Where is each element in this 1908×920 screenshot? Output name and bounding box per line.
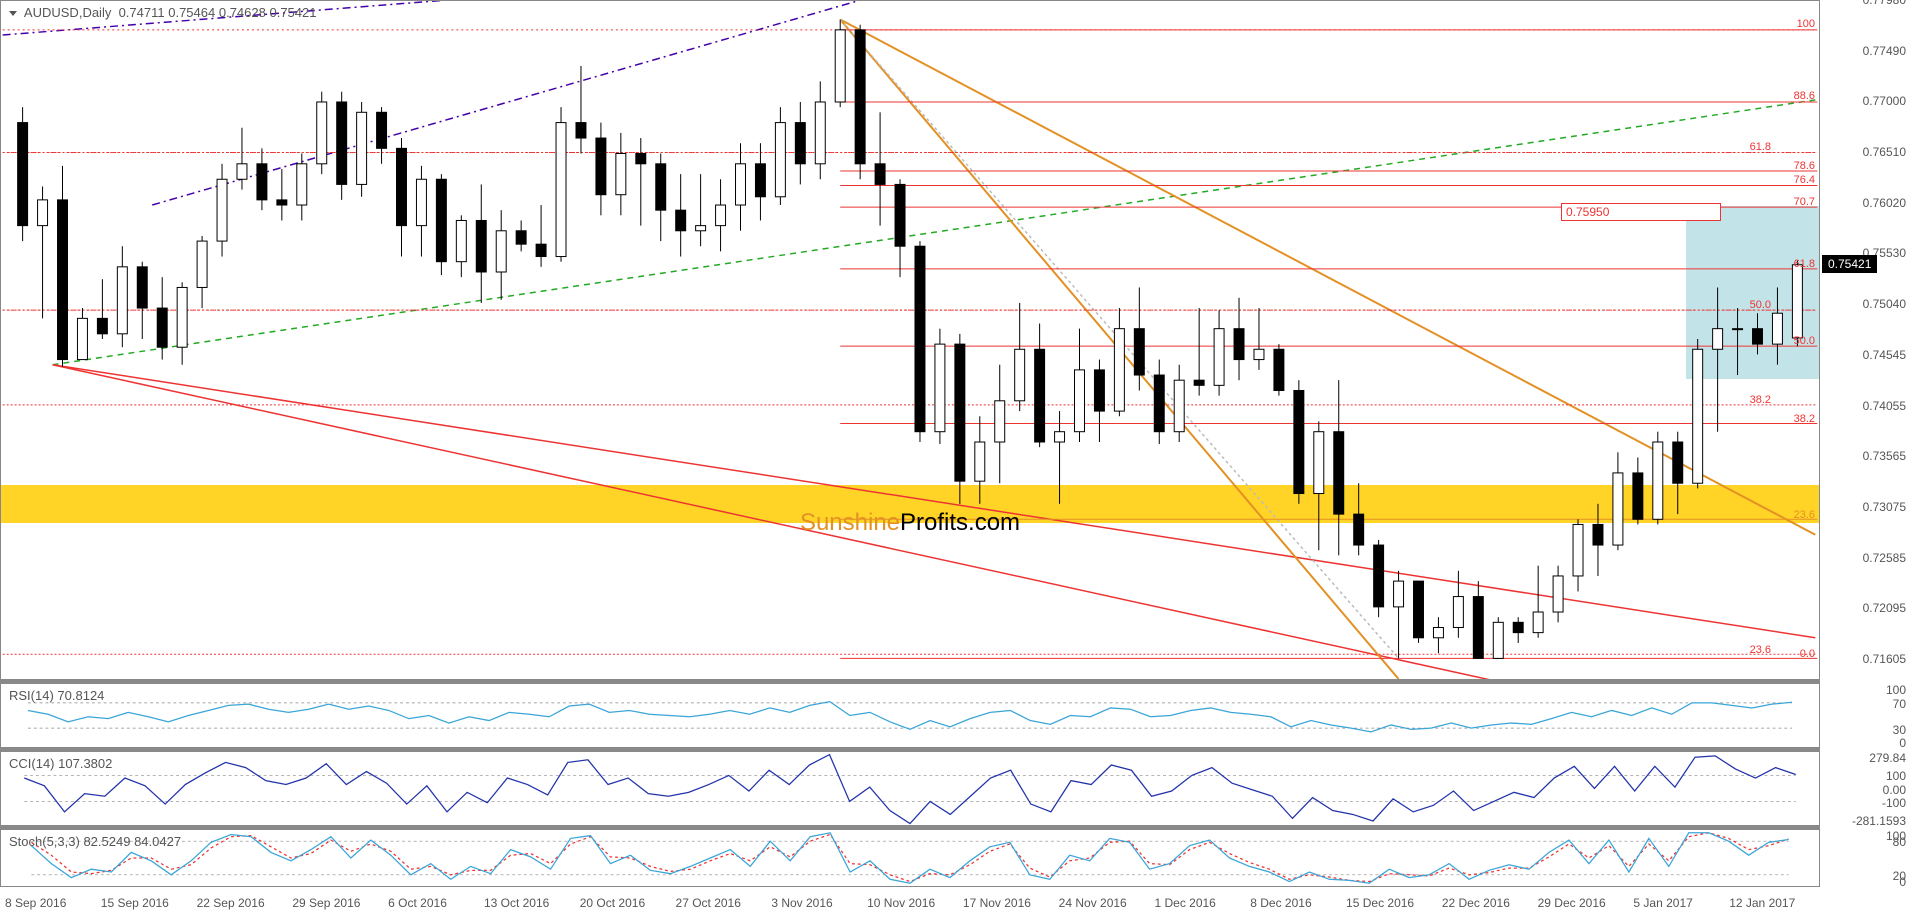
rsi-axis: 10070 300 xyxy=(1820,683,1908,748)
date-tick: 10 Nov 2016 xyxy=(867,896,935,910)
date-tick: 20 Oct 2016 xyxy=(580,896,645,910)
date-tick: 15 Sep 2016 xyxy=(101,896,169,910)
chart-title: AUDUSD,Daily 0.74711 0.75464 0.74628 0.7… xyxy=(9,5,316,20)
date-tick: 1 Dec 2016 xyxy=(1154,896,1215,910)
panel-separator[interactable] xyxy=(0,826,1820,829)
fib-level-label: 88.6 xyxy=(1794,90,1815,102)
date-tick: 29 Dec 2016 xyxy=(1538,896,1606,910)
stoch-label: Stoch(5,3,3) xyxy=(9,834,80,849)
price-tick: 0.76020 xyxy=(1863,196,1906,210)
price-tick: 0.72095 xyxy=(1863,601,1906,615)
cci-value: 107.3802 xyxy=(58,756,112,771)
rsi-panel[interactable]: RSI(14) 70.8124 xyxy=(0,683,1820,748)
price-tick: 0.76510 xyxy=(1863,145,1906,159)
fib-level-label: 70.7 xyxy=(1794,196,1815,208)
price-tick: 0.74055 xyxy=(1863,399,1906,413)
dropdown-icon[interactable] xyxy=(9,11,17,16)
candlesticks xyxy=(1,1,1819,679)
stoch-lines xyxy=(1,830,1819,886)
fib-level-label: 38.2 xyxy=(1750,394,1771,406)
ohlc-low: 0.74628 xyxy=(219,5,266,20)
price-tick: 0.73565 xyxy=(1863,449,1906,463)
date-tick: 22 Sep 2016 xyxy=(197,896,265,910)
ohlc-close: 0.75421 xyxy=(269,5,316,20)
rsi-title: RSI(14) 70.8124 xyxy=(9,688,104,703)
stoch-axis: 10080200 xyxy=(1820,829,1908,887)
date-tick: 17 Nov 2016 xyxy=(963,896,1031,910)
ohlc-open: 0.74711 xyxy=(119,5,165,20)
fib-level-label: 61.8 xyxy=(1750,141,1771,153)
date-tick: 6 Oct 2016 xyxy=(388,896,447,910)
price-tick: 0.75040 xyxy=(1863,297,1906,311)
rsi-label: RSI(14) xyxy=(9,688,54,703)
price-tick: 0.73075 xyxy=(1863,500,1906,514)
price-axis: 0.779800.774900.770000.765100.760200.755… xyxy=(1820,0,1908,680)
date-tick: 5 Jan 2017 xyxy=(1633,896,1692,910)
cci-tick: 0.00 xyxy=(1883,783,1906,797)
fib-level-label: 100 xyxy=(1797,18,1815,30)
date-tick: 24 Nov 2016 xyxy=(1059,896,1127,910)
date-tick: 8 Sep 2016 xyxy=(5,896,66,910)
stoch-tick: 0 xyxy=(1899,875,1906,889)
cci-axis: 279.84 1000.00-100 -281.1593 xyxy=(1820,751,1908,826)
date-tick: 8 Dec 2016 xyxy=(1250,896,1311,910)
price-tick: 0.77000 xyxy=(1863,94,1906,108)
fib-level-label: 23.6 xyxy=(1750,644,1771,656)
rsi-tick: 0 xyxy=(1899,736,1906,750)
date-tick: 27 Oct 2016 xyxy=(676,896,741,910)
stoch-panel[interactable]: Stoch(5,3,3) 82.5249 84.0427 xyxy=(0,829,1820,887)
panel-separator[interactable] xyxy=(0,680,1820,683)
cci-title: CCI(14) 107.3802 xyxy=(9,756,112,771)
price-tick: 0.77490 xyxy=(1863,44,1906,58)
stoch-value2: 84.0427 xyxy=(134,834,181,849)
rsi-tick: 30 xyxy=(1893,723,1906,737)
cci-tick: -100 xyxy=(1882,796,1906,810)
price-alert-box: 0.75950 xyxy=(1561,203,1721,221)
cci-tick: -281.1593 xyxy=(1852,814,1906,828)
fib-level-label: 61.8 xyxy=(1794,258,1815,270)
cci-label: CCI(14) xyxy=(9,756,55,771)
date-tick: 29 Sep 2016 xyxy=(292,896,360,910)
date-tick: 3 Nov 2016 xyxy=(771,896,832,910)
fib-level-label: 76.4 xyxy=(1794,174,1815,186)
rsi-line xyxy=(1,684,1819,747)
cci-panel[interactable]: CCI(14) 107.3802 xyxy=(0,751,1820,826)
fib-level-label: 78.6 xyxy=(1794,160,1815,172)
ohlc-high: 0.75464 xyxy=(168,5,215,20)
cci-tick: 100 xyxy=(1886,769,1906,783)
cci-tick: 279.84 xyxy=(1869,751,1906,765)
fib-level-label: 50.0 xyxy=(1750,299,1771,311)
fib-level-label: 23.6 xyxy=(1794,509,1815,521)
price-tick: 0.77980 xyxy=(1863,0,1906,7)
fib-level-label: 38.2 xyxy=(1794,413,1815,425)
stoch-title: Stoch(5,3,3) 82.5249 84.0427 xyxy=(9,834,181,849)
date-tick: 13 Oct 2016 xyxy=(484,896,549,910)
stoch-tick: 80 xyxy=(1893,835,1906,849)
rsi-tick: 100 xyxy=(1886,683,1906,697)
date-tick: 15 Dec 2016 xyxy=(1346,896,1414,910)
date-tick: 12 Jan 2017 xyxy=(1729,896,1795,910)
date-tick: 22 Dec 2016 xyxy=(1442,896,1510,910)
rsi-tick: 70 xyxy=(1893,697,1906,711)
fib-level-label: 50.0 xyxy=(1794,335,1815,347)
cci-line xyxy=(1,752,1819,825)
symbol-label: AUDUSD xyxy=(24,5,79,20)
date-axis: 8 Sep 2016 15 Sep 2016 22 Sep 2016 29 Sep 2… xyxy=(0,888,1908,918)
chart-container: AUDUSD,Daily 0.74711 0.75464 0.74628 0.7… xyxy=(0,0,1908,920)
panel-separator[interactable] xyxy=(0,748,1820,751)
rsi-value: 70.8124 xyxy=(57,688,104,703)
price-tick: 0.74545 xyxy=(1863,348,1906,362)
timeframe-label: Daily xyxy=(82,5,111,20)
main-price-panel[interactable]: AUDUSD,Daily 0.74711 0.75464 0.74628 0.7… xyxy=(0,0,1820,680)
price-tick: 0.71605 xyxy=(1863,652,1906,666)
fib-level-label: 0.0 xyxy=(1800,648,1815,660)
current-price-label: 0.75421 xyxy=(1822,255,1877,273)
price-tick: 0.72585 xyxy=(1863,551,1906,565)
stoch-value1: 82.5249 xyxy=(83,834,130,849)
